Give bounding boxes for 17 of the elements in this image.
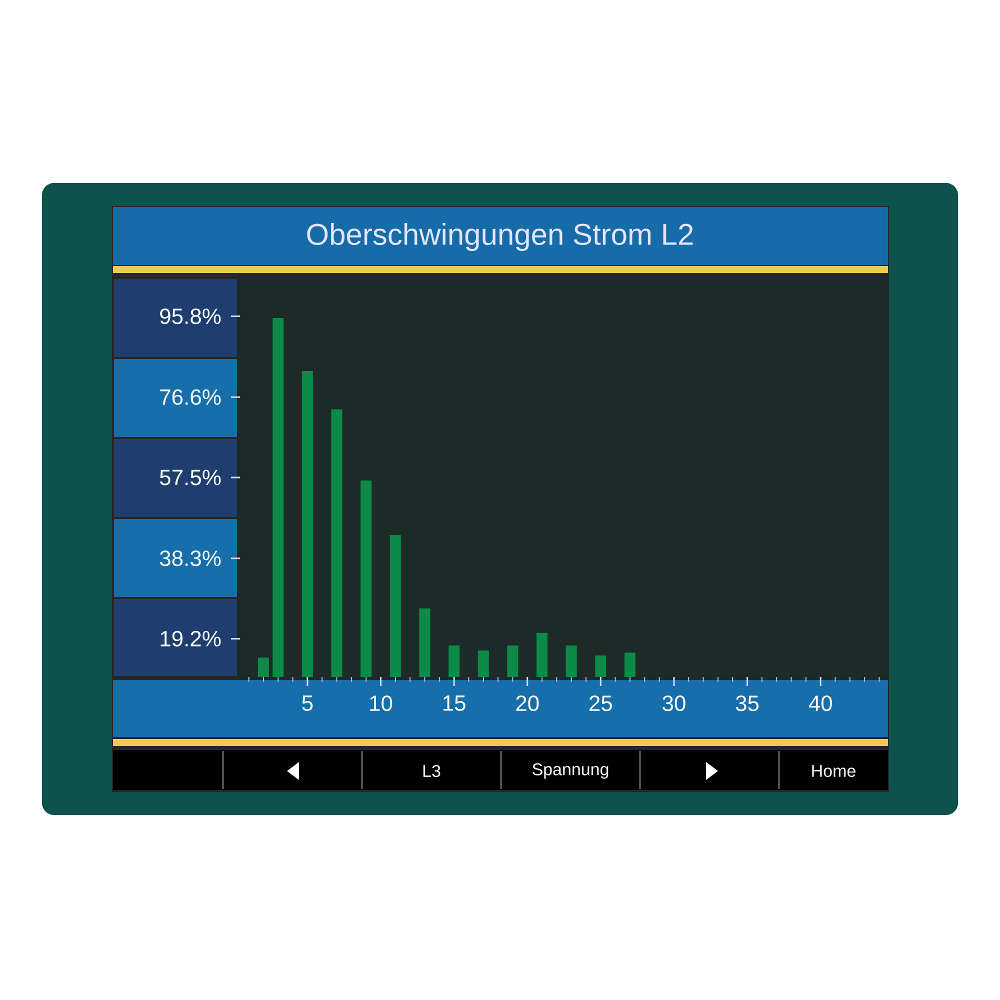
- y-tick-label: 76.6%: [160, 389, 221, 405]
- x-tick-label: 40: [808, 696, 832, 712]
- text: Home: [812, 765, 856, 777]
- x-tick-label: 5: [302, 696, 313, 711]
- text: L3: [423, 764, 440, 778]
- y-tick-label: 38.3%: [160, 550, 221, 566]
- y-tick-label: 95.8%: [160, 308, 221, 324]
- x-tick-label: 35: [736, 696, 759, 712]
- x-tick-label: 20: [516, 696, 539, 712]
- chart-title: Oberschwingungen Strom L2: [307, 223, 693, 251]
- x-tick-label: 15: [443, 696, 466, 711]
- text: Spannung: [532, 763, 608, 779]
- y-tick-label: 57.5%: [160, 470, 221, 486]
- y-tick-label: 19.2%: [160, 630, 221, 646]
- x-tick-label: 10: [370, 696, 392, 712]
- x-tick-label: 25: [590, 696, 612, 712]
- x-tick-label: 30: [662, 696, 686, 712]
